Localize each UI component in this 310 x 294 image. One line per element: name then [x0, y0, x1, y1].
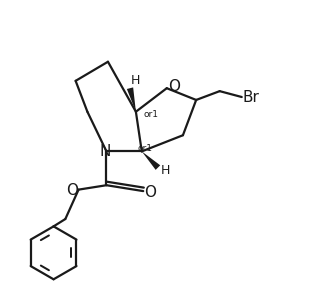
Polygon shape — [127, 87, 136, 112]
Text: or1: or1 — [143, 110, 158, 119]
Text: N: N — [99, 144, 111, 159]
Text: H: H — [130, 74, 140, 87]
Text: O: O — [168, 79, 180, 94]
Polygon shape — [142, 151, 160, 170]
Text: H: H — [160, 164, 170, 177]
Text: O: O — [66, 183, 78, 198]
Text: O: O — [144, 185, 156, 200]
Text: or1: or1 — [137, 144, 152, 153]
Text: Br: Br — [243, 89, 259, 105]
